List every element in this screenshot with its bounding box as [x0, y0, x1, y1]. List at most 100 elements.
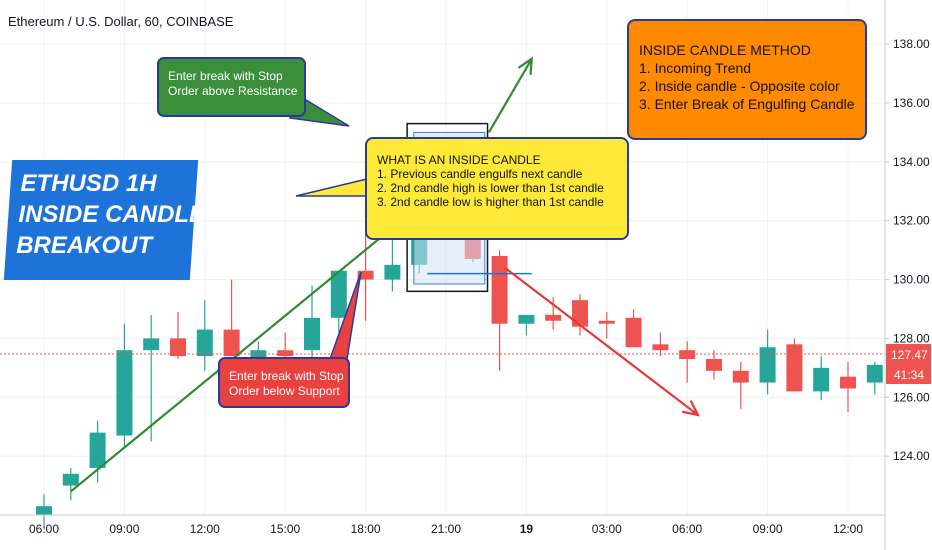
- candle: [786, 338, 803, 392]
- y-tick-label: 134.00: [893, 155, 930, 169]
- y-tick-label: 130.00: [893, 273, 930, 287]
- candle: [813, 356, 830, 401]
- uptrend-arrow-shaft: [70, 196, 431, 493]
- x-tick-label: 06:00: [29, 522, 59, 536]
- candle: [223, 279, 240, 357]
- candle-body: [545, 314, 562, 321]
- method-line: 1. Incoming Trend: [639, 60, 752, 76]
- candle-body: [36, 506, 52, 515]
- y-tick-label: 136.00: [893, 96, 930, 110]
- candle-body: [304, 317, 320, 351]
- x-tick-label: 09:00: [109, 522, 139, 536]
- x-tick-label: 18:00: [351, 522, 381, 536]
- candle-body: [89, 432, 106, 468]
- method-line: 2. Inside candle - Opposite color: [639, 78, 840, 94]
- symbol-title: Ethereum / U.S. Dollar, 60, COINBASE: [8, 14, 234, 29]
- candle: [304, 285, 320, 362]
- big-title-box: ETHUSD 1H INSIDE CANDLE BREAKOUT: [3, 160, 206, 280]
- candle-body: [170, 338, 186, 357]
- candle-body: [384, 264, 401, 280]
- candle: [518, 314, 535, 336]
- enter-short-line: Enter break with Stop: [229, 369, 344, 383]
- candle-body: [866, 364, 883, 383]
- candle-body: [759, 347, 776, 383]
- countdown-label: 41:34: [894, 368, 924, 382]
- big-title-line: ETHUSD 1H: [20, 170, 157, 197]
- candle: [143, 314, 160, 442]
- candle: [545, 297, 562, 330]
- candle-body: [706, 359, 722, 371]
- breakout-up-arrow-shaft: [487, 58, 533, 133]
- x-tick-label: 12:00: [190, 522, 220, 536]
- inside-line: 3. 2nd candle low is higher than 1st can…: [377, 195, 604, 209]
- downtrend-arrow-head: [682, 400, 700, 417]
- inside-line: 1. Previous candle engulfs next candle: [377, 167, 583, 181]
- candle: [36, 494, 52, 530]
- candle-body: [518, 314, 535, 324]
- candle-body: [598, 320, 615, 324]
- candle-body: [277, 350, 294, 357]
- candle-body: [840, 376, 856, 389]
- candle: [652, 332, 669, 357]
- breakout-up-arrow: [487, 56, 534, 133]
- candle-body: [250, 350, 267, 360]
- enter-long-line: Order above Resistance: [168, 84, 298, 98]
- candle: [625, 309, 642, 348]
- x-tick-label: 21:00: [431, 522, 461, 536]
- y-tick-label: 132.00: [893, 214, 930, 228]
- candle: [732, 361, 749, 410]
- candle-body: [572, 300, 588, 327]
- price-axis-bg: [885, 0, 932, 550]
- candle: [679, 341, 696, 383]
- candle: [330, 270, 347, 333]
- inside-pointer: [295, 177, 372, 197]
- candle-body: [732, 370, 749, 383]
- candle-body: [491, 256, 508, 324]
- breakout-up-arrow-head: [517, 56, 534, 75]
- downtrend-arrow-shaft: [504, 266, 699, 416]
- x-tick-label: 03:00: [592, 522, 622, 536]
- price-tag: [886, 344, 931, 365]
- candle-body: [143, 338, 160, 351]
- enter-short-callout: Enter break with Stop Order below Suppor…: [218, 357, 350, 408]
- inside-line: 2. 2nd candle high is lower than 1st can…: [377, 181, 604, 195]
- x-tick-label: 15:00: [270, 522, 300, 536]
- candle-body: [357, 270, 374, 280]
- candle-body: [813, 367, 830, 392]
- candle-body: [786, 344, 803, 392]
- method-callout: INSIDE CANDLE METHOD 1. Incoming Trend 2…: [627, 19, 867, 140]
- candle-body: [679, 350, 696, 360]
- candle-body: [62, 473, 79, 486]
- candle-body: [223, 329, 240, 357]
- x-tick-label: 09:00: [753, 522, 783, 536]
- candle-body: [330, 270, 347, 318]
- y-tick-label: 138.00: [893, 37, 930, 51]
- x-tick-label: 12:00: [833, 522, 863, 536]
- inside-line: WHAT IS AN INSIDE CANDLE: [377, 153, 541, 167]
- countdown-tag: [886, 364, 931, 385]
- y-tick-label: 128.00: [893, 331, 930, 345]
- candle: [866, 361, 883, 395]
- candle: [572, 294, 588, 336]
- big-title-line: BREAKOUT: [16, 232, 153, 259]
- x-tick-label: 19: [520, 522, 534, 536]
- x-tick-label: 06:00: [672, 522, 702, 536]
- candle: [840, 361, 856, 412]
- candle: [759, 329, 776, 395]
- candle: [116, 323, 133, 448]
- candle: [89, 420, 106, 483]
- enter-long-callout: Enter break with Stop Order above Resist…: [157, 57, 306, 117]
- candle-body: [625, 317, 642, 348]
- candle-body: [196, 329, 213, 357]
- downtrend-arrow: [504, 266, 700, 417]
- method-line: 3. Enter Break of Engulfing Candle: [639, 96, 855, 112]
- candle: [706, 350, 722, 380]
- candle-body: [652, 344, 669, 351]
- big-title-line: INSIDE CANDLE: [18, 201, 206, 228]
- enter-long-line: Enter break with Stop: [168, 69, 283, 83]
- price-tag-label: 127.47: [891, 348, 928, 362]
- method-line: INSIDE CANDLE METHOD: [639, 42, 811, 58]
